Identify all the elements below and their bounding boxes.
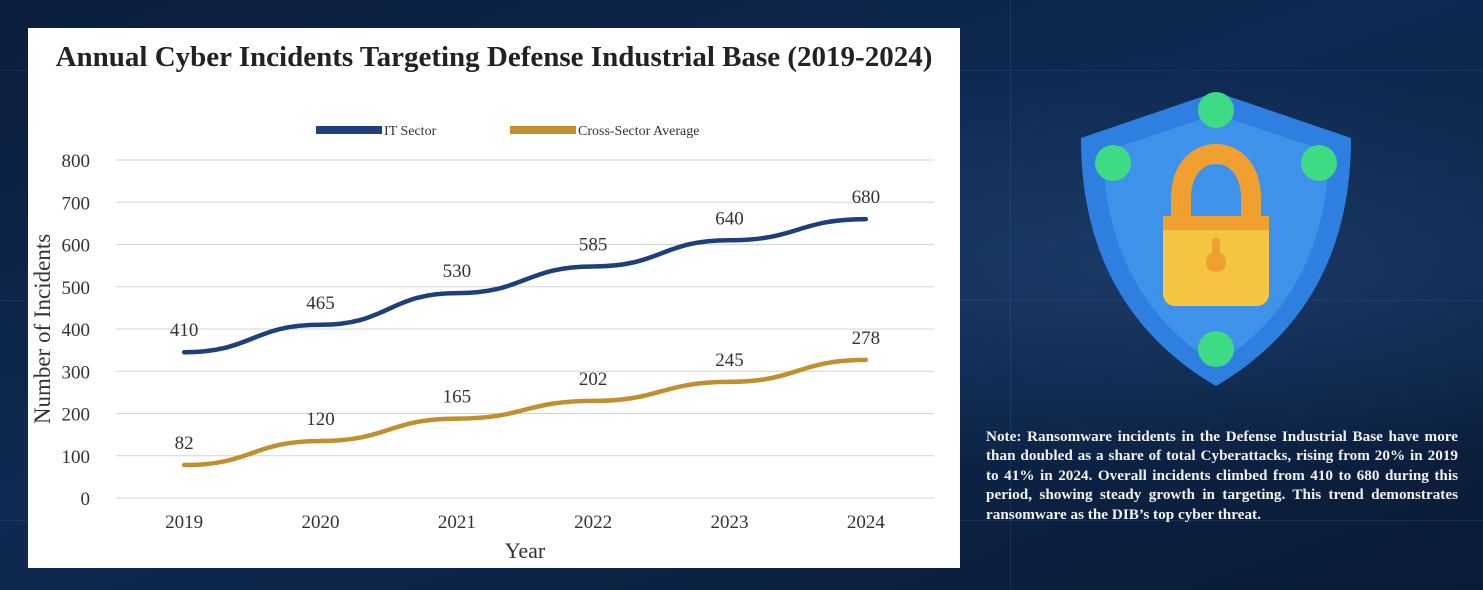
node-left — [1095, 145, 1131, 181]
data-label: 640 — [715, 208, 744, 229]
data-label: 202 — [579, 369, 608, 390]
x-axis-label: Year — [505, 538, 546, 563]
shield-padlock-icon — [1081, 92, 1351, 386]
series-line — [181, 357, 869, 468]
data-label: 680 — [852, 187, 881, 208]
keyhole-slot — [1212, 238, 1220, 264]
y-tick-label: 600 — [62, 236, 91, 257]
x-tick-label: 2024 — [847, 512, 886, 533]
legend-label: IT Sector — [384, 124, 437, 139]
x-tick-label: 2023 — [711, 512, 749, 533]
note-text: Note: Ransomware incidents in the Defens… — [986, 428, 1458, 523]
y-tick-label: 400 — [62, 320, 91, 341]
series-line — [181, 216, 869, 355]
node-top — [1198, 92, 1234, 128]
data-label: 245 — [715, 350, 744, 371]
x-tick-label: 2020 — [302, 512, 340, 533]
padlock-shackle — [1171, 143, 1261, 222]
legend-label: Cross-Sector Average — [578, 124, 699, 139]
x-tick-label: 2022 — [574, 512, 612, 533]
chart-panel: 0 100 200 300 400 500 600 700 800 2019 2020 2021 202… — [28, 28, 960, 568]
data-label: 82 — [175, 433, 194, 454]
y-tick-label: 800 — [62, 151, 91, 172]
y-tick-label: 500 — [62, 278, 91, 299]
data-label: 585 — [579, 234, 608, 255]
y-tick-label: 300 — [62, 362, 91, 383]
y-tick-label: 100 — [62, 447, 91, 468]
y-axis-label: Number of Incidents — [30, 234, 55, 424]
node-bottom — [1198, 331, 1234, 367]
background-line — [1010, 0, 1011, 590]
node-right — [1301, 145, 1337, 181]
data-label: 465 — [306, 293, 335, 314]
data-label: 410 — [170, 320, 199, 341]
chart-title: Annual Cyber Incidents Targeting Defense… — [55, 41, 933, 73]
padlock-body-band — [1163, 216, 1269, 230]
y-tick-label: 700 — [62, 193, 91, 214]
data-label: 278 — [852, 328, 881, 349]
x-tick-label: 2019 — [165, 512, 203, 533]
data-label: 165 — [443, 387, 472, 408]
y-tick-label: 200 — [62, 405, 91, 426]
data-label: 530 — [443, 261, 472, 282]
y-tick-label: 0 — [81, 489, 91, 510]
x-tick-label: 2021 — [438, 512, 476, 533]
data-label: 120 — [306, 409, 335, 430]
